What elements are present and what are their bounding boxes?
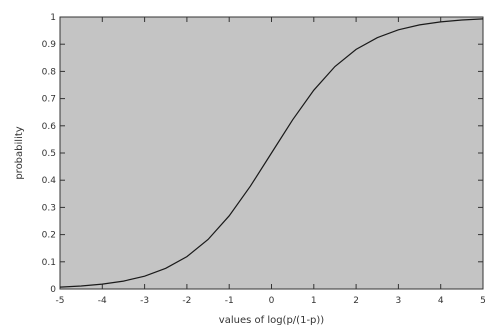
y-tick-label: 0.6 bbox=[42, 122, 57, 132]
x-tick-label: 1 bbox=[311, 296, 317, 306]
x-tick-label: -1 bbox=[225, 296, 234, 306]
logistic-curve-line bbox=[59, 18, 484, 288]
y-tick-label: 0.4 bbox=[42, 176, 57, 186]
y-tick-label: 0 bbox=[50, 285, 56, 295]
y-axis-label: probability bbox=[14, 126, 25, 179]
y-tick-label: 0.3 bbox=[42, 203, 56, 213]
y-tick-label: 0.5 bbox=[42, 149, 56, 159]
y-tick-label: 1 bbox=[50, 13, 56, 23]
y-axis: 0 0.1 0.2 0.3 0.4 0.5 0.6 0.7 0.8 0.9 1 bbox=[42, 13, 483, 295]
y-tick-label: 0.9 bbox=[42, 40, 57, 50]
x-tick-label: 5 bbox=[480, 296, 486, 306]
x-tick-label: 3 bbox=[396, 296, 402, 306]
x-axis: -5 -4 -3 -2 -1 0 1 2 3 4 5 bbox=[56, 17, 486, 306]
x-tick-label: -2 bbox=[182, 296, 191, 306]
x-tick-label: 2 bbox=[353, 296, 359, 306]
x-tick-label: -5 bbox=[56, 296, 65, 306]
x-axis-label: values of log(p/(1-p)) bbox=[219, 315, 325, 326]
x-tick-label: -4 bbox=[98, 296, 107, 306]
y-tick-label: 0.7 bbox=[42, 95, 56, 105]
y-tick-label: 0.1 bbox=[42, 258, 56, 268]
x-tick-label: 0 bbox=[269, 296, 275, 306]
y-tick-label: 0.8 bbox=[42, 67, 57, 77]
x-tick-label: 4 bbox=[438, 296, 444, 306]
y-tick-label: 0.2 bbox=[42, 231, 56, 241]
x-tick-label: -3 bbox=[140, 296, 149, 306]
